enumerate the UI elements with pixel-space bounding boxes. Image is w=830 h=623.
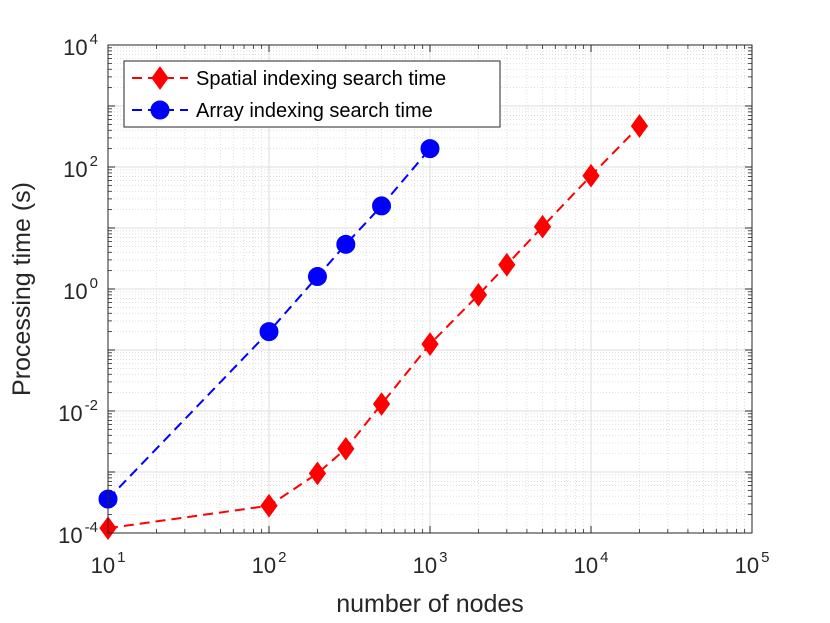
y-tick-label: 10 4 xyxy=(63,31,98,60)
data-point xyxy=(630,114,649,138)
legend-entries: Spatial indexing search time Array indexi… xyxy=(132,66,446,122)
legend-label: Spatial indexing search time xyxy=(196,68,446,90)
data-point xyxy=(420,139,440,159)
legend: Spatial indexing search time Array indexi… xyxy=(123,60,501,128)
legend-label: Array indexing search time xyxy=(196,100,433,122)
legend-entry: Array indexing search time xyxy=(132,100,433,122)
x-tick-labels: 10 1 10 2 10 3 10 4 10 5 xyxy=(91,549,770,578)
data-point xyxy=(336,234,356,254)
y-tick-label: 10 0 xyxy=(63,275,98,304)
x-tick-label: 10 5 xyxy=(735,549,770,578)
series-line xyxy=(107,147,431,500)
series-2 xyxy=(98,139,440,509)
data-point xyxy=(372,196,392,216)
data-point xyxy=(337,436,355,461)
legend-entry: Spatial indexing search time xyxy=(132,66,446,90)
data-point xyxy=(259,322,279,342)
data-point xyxy=(533,214,552,239)
y-axis-label: Processing time (s) xyxy=(8,182,36,396)
y-tick-label: 10 -2 xyxy=(58,397,98,426)
x-tick-label: 10 2 xyxy=(252,549,287,578)
data-point xyxy=(372,392,391,416)
data-point xyxy=(498,252,516,277)
x-tick-label: 10 4 xyxy=(574,549,609,578)
data-point xyxy=(582,163,600,188)
legend-marker xyxy=(151,66,169,90)
x-tick-label: 10 3 xyxy=(413,549,448,578)
series-layer xyxy=(98,114,649,541)
series-1 xyxy=(99,114,649,541)
data-point xyxy=(421,332,439,356)
data-point xyxy=(307,267,327,287)
tick-marks xyxy=(107,44,753,534)
legend-marker xyxy=(150,100,170,120)
data-point xyxy=(469,283,488,307)
x-tick-label: 10 1 xyxy=(91,549,126,578)
data-point xyxy=(260,493,278,518)
x-axis-label: number of nodes xyxy=(336,590,524,618)
y-tick-label: 10 2 xyxy=(63,153,98,182)
legend-box xyxy=(123,60,501,128)
data-point xyxy=(308,461,327,486)
y-tick-label: 10 -4 xyxy=(58,519,98,548)
